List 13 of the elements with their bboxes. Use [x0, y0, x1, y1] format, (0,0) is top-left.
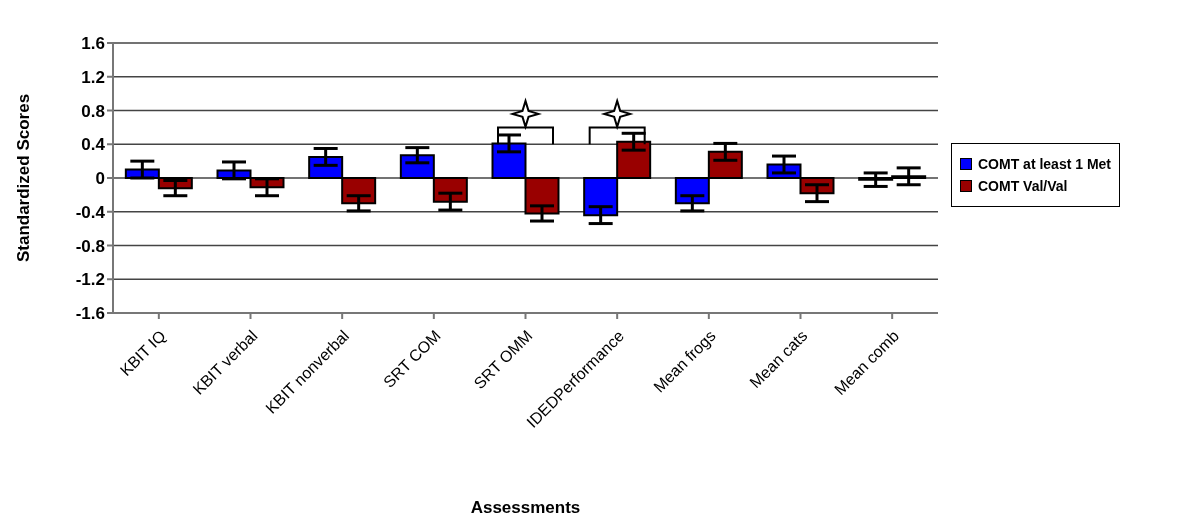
y-tick-label: 1.6: [81, 34, 105, 54]
y-tick-label: 0.8: [81, 101, 105, 121]
y-tick-label: -1.6: [75, 304, 105, 324]
y-tick-label: 1.2: [81, 67, 105, 87]
y-tick-label: -0.4: [75, 202, 106, 222]
y-axis-title: Standardized Scores: [14, 93, 34, 263]
y-tick-label: 0: [95, 169, 105, 189]
legend-label: COMT Val/Val: [978, 178, 1068, 194]
legend-label: COMT at least 1 Met: [978, 156, 1112, 172]
y-tick-label: -0.8: [75, 236, 105, 256]
x-axis-title: Assessments: [470, 498, 581, 517]
y-tick-label: -1.2: [75, 270, 105, 290]
y-tick-label: 0.4: [81, 135, 106, 155]
